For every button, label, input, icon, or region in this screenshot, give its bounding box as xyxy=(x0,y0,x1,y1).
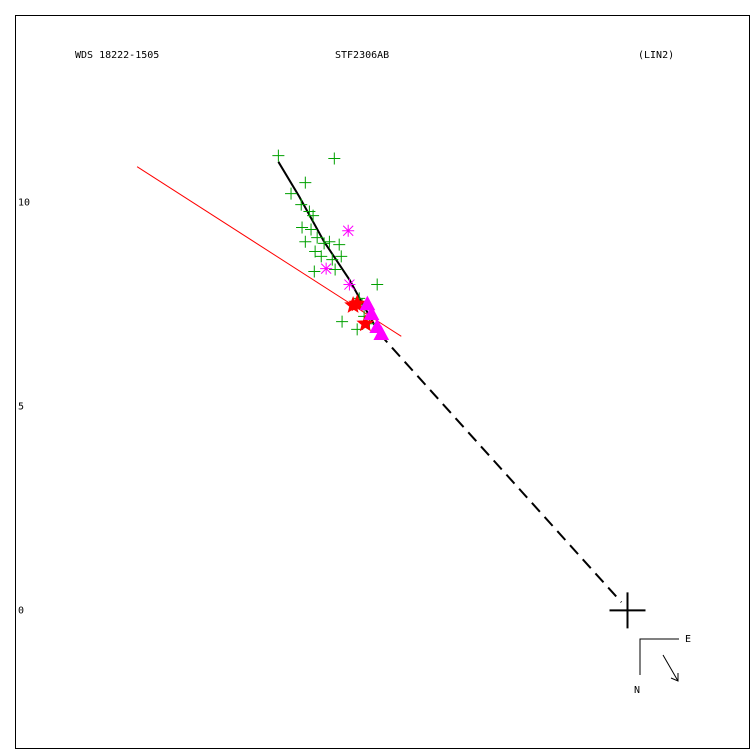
marker-plus xyxy=(371,278,384,291)
marker-plus xyxy=(295,198,308,211)
marker-asterisk xyxy=(320,262,333,275)
marker-plus xyxy=(309,245,322,258)
marker-triangle xyxy=(373,325,390,340)
marker-big-plus xyxy=(609,592,646,629)
marker-plus xyxy=(328,152,341,165)
marker-star xyxy=(348,294,367,312)
marker-star xyxy=(356,314,375,332)
marker-asterisk xyxy=(343,278,356,291)
frame xyxy=(15,15,750,749)
y-tick-label: 5 xyxy=(18,401,24,412)
marker-plus xyxy=(272,149,285,162)
chart-subtitle: STF2306AB xyxy=(335,50,389,61)
marker-plus xyxy=(315,250,328,263)
compass-north: N xyxy=(634,685,640,696)
marker-triangle xyxy=(359,295,376,311)
marker-plus xyxy=(329,263,342,276)
marker-plus xyxy=(305,223,318,236)
orbit-line xyxy=(136,166,402,337)
marker-plus xyxy=(299,176,312,189)
marker-plus xyxy=(307,209,320,222)
compass: E N xyxy=(634,634,691,696)
compass-arrow xyxy=(662,654,679,682)
marker-plus xyxy=(299,235,312,248)
marker-plus xyxy=(336,315,349,328)
marker-asterisk xyxy=(342,224,355,237)
marker-plus xyxy=(323,235,336,248)
marker-plus xyxy=(296,221,309,234)
marker-plus xyxy=(335,250,348,263)
chart-title: WDS 18222-1505 xyxy=(75,50,159,61)
compass-east: E xyxy=(685,634,691,645)
marker-plus xyxy=(285,187,298,200)
dashed-line xyxy=(378,332,623,603)
marker-plus xyxy=(318,237,331,250)
marker-plus xyxy=(326,253,339,266)
marker-triangle xyxy=(363,305,380,320)
marker-plus xyxy=(311,231,324,244)
y-tick-label: 0 xyxy=(18,605,24,616)
annotation: (LIN2) xyxy=(638,50,674,61)
compass-axes xyxy=(639,638,679,675)
y-tick-label: 10 xyxy=(18,198,30,209)
orbit-line xyxy=(277,161,381,334)
marker-plus xyxy=(308,265,321,278)
marker-plus xyxy=(333,238,346,251)
